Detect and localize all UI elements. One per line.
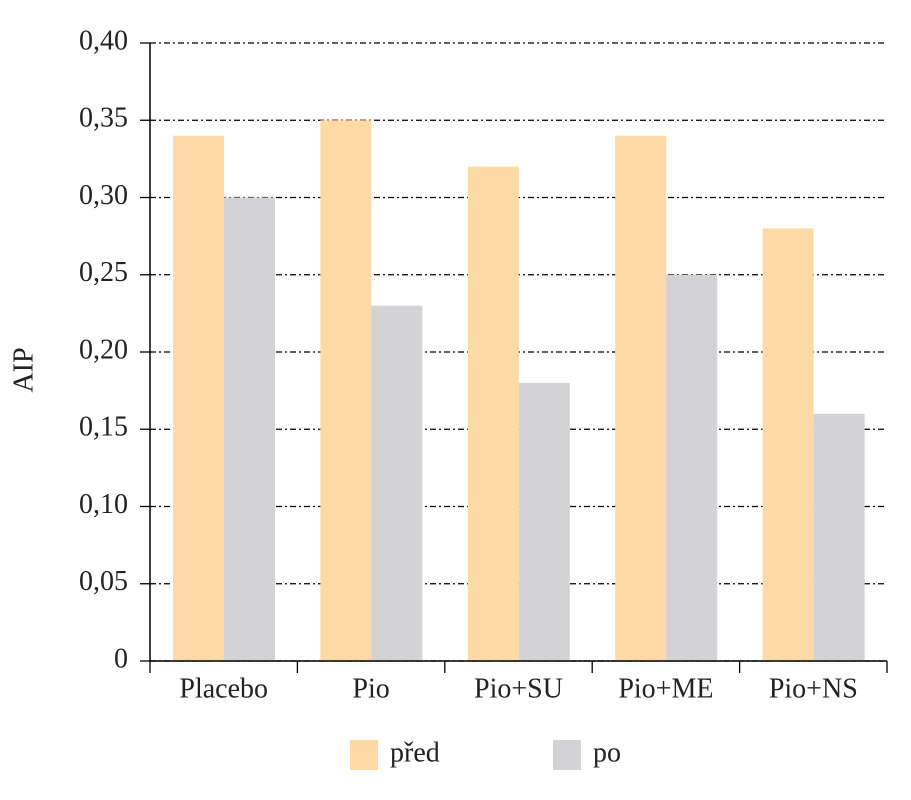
- y-axis-title: AIP: [8, 347, 39, 392]
- y-tick-label: 0,40: [79, 25, 128, 56]
- bar: [615, 135, 667, 661]
- x-tick-label: Pio+SU: [474, 673, 563, 704]
- y-tick-label: 0,15: [79, 412, 128, 443]
- y-tick-label: 0,05: [79, 566, 128, 597]
- bar: [467, 166, 519, 661]
- legend-swatch: [553, 740, 581, 770]
- y-tick-label: 0,10: [79, 489, 128, 520]
- x-tick-label: Placebo: [179, 673, 268, 704]
- bar: [320, 120, 372, 661]
- legend-swatch: [350, 740, 378, 770]
- x-tick-label: Pio+NS: [769, 673, 858, 704]
- y-tick-label: 0,30: [79, 180, 128, 211]
- legend-label: po: [593, 737, 621, 768]
- bar: [224, 197, 275, 661]
- bar: [173, 135, 224, 661]
- y-tick-label: 0,20: [79, 334, 128, 365]
- bar: [666, 274, 718, 661]
- bar: [518, 382, 570, 661]
- bar: [371, 305, 423, 661]
- y-tick-label: 0,25: [79, 257, 128, 288]
- bar: [762, 228, 814, 661]
- bar: [813, 413, 865, 661]
- x-tick-label: Pio: [352, 673, 389, 704]
- x-tick-label: Pio+ME: [618, 673, 713, 704]
- y-tick-label: 0,35: [79, 103, 128, 134]
- y-tick-label: 0: [114, 643, 128, 674]
- legend-label: před: [390, 737, 440, 768]
